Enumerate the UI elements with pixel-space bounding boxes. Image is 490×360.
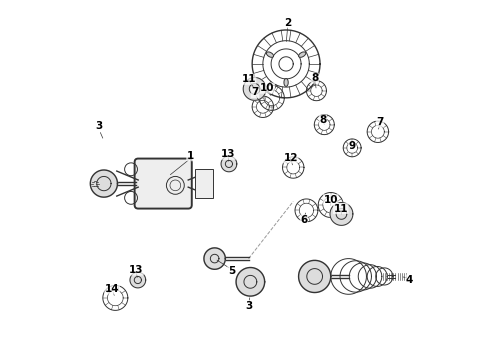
- Text: 8: 8: [319, 115, 326, 125]
- Text: 1: 1: [187, 151, 194, 161]
- Text: 3: 3: [96, 121, 103, 131]
- Ellipse shape: [298, 52, 306, 57]
- Polygon shape: [221, 156, 237, 172]
- Text: 13: 13: [129, 265, 143, 275]
- Ellipse shape: [284, 78, 288, 86]
- Ellipse shape: [267, 52, 273, 57]
- Text: 6: 6: [300, 215, 308, 225]
- Polygon shape: [330, 203, 353, 225]
- Polygon shape: [130, 272, 146, 288]
- Polygon shape: [243, 77, 266, 100]
- Text: 5: 5: [228, 266, 235, 276]
- Text: 7: 7: [251, 87, 259, 98]
- Text: 13: 13: [221, 149, 236, 159]
- Polygon shape: [298, 260, 331, 293]
- Text: 11: 11: [241, 74, 256, 84]
- Polygon shape: [204, 248, 225, 269]
- Text: 7: 7: [376, 117, 384, 127]
- Text: 8: 8: [311, 73, 318, 83]
- Text: 10: 10: [323, 195, 338, 204]
- Polygon shape: [236, 267, 265, 296]
- Text: 2: 2: [284, 18, 292, 28]
- Polygon shape: [90, 170, 118, 197]
- Text: 10: 10: [260, 83, 274, 93]
- Text: 4: 4: [406, 275, 413, 285]
- Text: 12: 12: [284, 153, 298, 163]
- Bar: [196, 169, 213, 198]
- Text: 14: 14: [105, 284, 120, 294]
- Text: 9: 9: [348, 141, 356, 151]
- Text: 3: 3: [245, 301, 252, 311]
- Text: 11: 11: [334, 203, 348, 213]
- FancyBboxPatch shape: [135, 158, 192, 208]
